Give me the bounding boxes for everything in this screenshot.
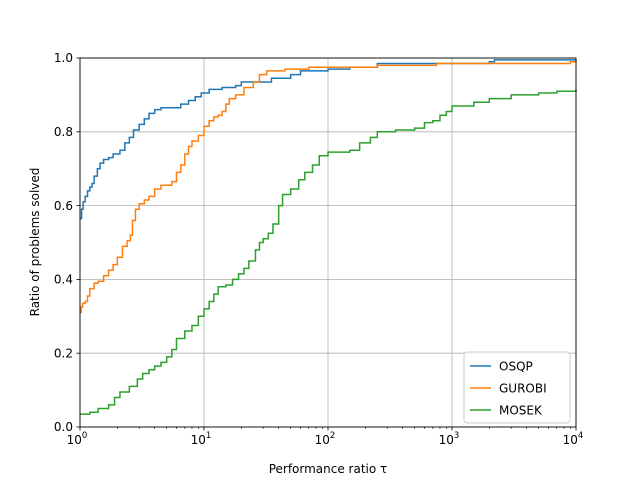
y-tick-label: 0.6 [54,199,73,213]
legend-box [463,351,571,424]
x-axis-label: Performance ratio τ [269,462,388,476]
y-tick-label: 0.8 [54,125,73,139]
series-layer [80,59,577,415]
y-tick-label: 0.4 [54,273,73,287]
x-tick-label: 102 [315,431,336,447]
gurobi-series-line [80,59,577,314]
legend-label-gurobi: GUROBI [499,382,547,396]
x-tick-label: 100 [67,431,88,447]
x-tick-label: 103 [439,431,460,447]
y-tick-label: 1.0 [54,51,73,65]
y-tick-label: 0.2 [54,346,73,360]
y-tick-label: 0.0 [54,420,73,434]
y-axis-label: Ratio of problems solved [28,168,42,317]
x-tick-label: 104 [563,431,584,447]
tick-layer: 100 101 102 103 104 0.0 0.2 0.4 0.6 0.8 1.0 [54,51,583,447]
x-tick-label: 101 [191,431,212,447]
legend: OSQP GUROBI MOSEK [463,351,571,424]
legend-label-osqp: OSQP [499,360,533,374]
mosek-series-line [80,89,577,415]
osqp-series-line [80,59,576,220]
legend-label-mosek: MOSEK [499,404,543,418]
